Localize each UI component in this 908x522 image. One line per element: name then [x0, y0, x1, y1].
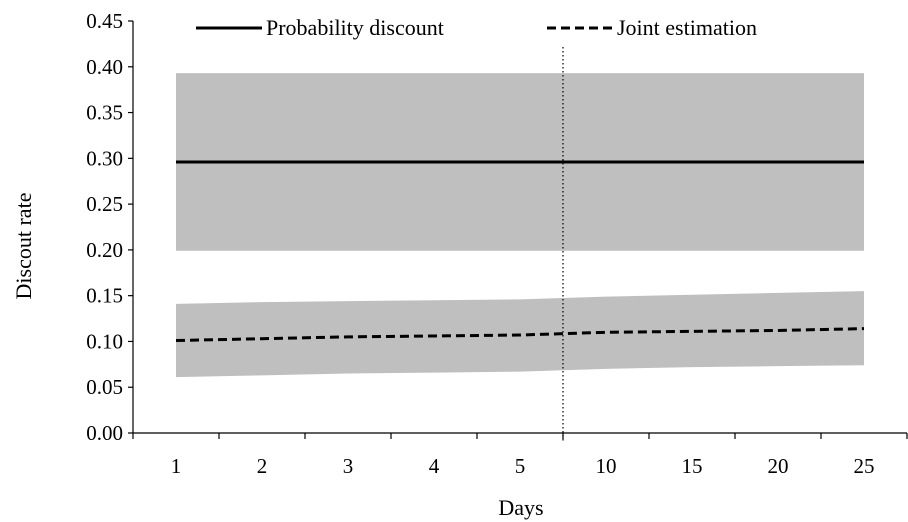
x-tick-label: 15	[682, 454, 703, 478]
x-tick-label: 20	[768, 454, 789, 478]
x-tick-label: 4	[429, 454, 440, 478]
x-tick-label: 10	[596, 454, 617, 478]
legend: Probability discount Joint estimation	[196, 15, 757, 40]
x-axis-title: Days	[498, 495, 543, 520]
y-tick-label: 0.10	[86, 329, 123, 353]
y-tick-label: 0.45	[86, 9, 123, 33]
x-axis-ticks: 1 2 3 4 5 10 15 20 25	[132, 433, 908, 478]
y-tick-label: 0.40	[86, 55, 123, 79]
x-tick-label: 1	[171, 454, 182, 478]
y-tick-label: 0.00	[86, 421, 123, 445]
y-axis-title: Discout rate	[11, 193, 36, 300]
series-line-2	[175, 327, 865, 343]
y-tick-label: 0.20	[86, 238, 123, 262]
y-tick-label: 0.30	[86, 146, 123, 170]
x-tick-label: 2	[257, 454, 268, 478]
y-tick-label: 0.05	[86, 375, 123, 399]
y-tick-label: 0.25	[86, 192, 123, 216]
legend-label-1: Probability discount	[266, 15, 444, 40]
axes	[132, 21, 907, 441]
y-axis-ticks: 0.00 0.05 0.10 0.15 0.20 0.25 0.30 0.35 0.40 0.45	[86, 9, 133, 445]
x-tick-label: 25	[854, 454, 875, 478]
confidence-bands	[176, 73, 864, 378]
y-tick-label: 0.35	[86, 101, 123, 125]
x-tick-label: 3	[343, 454, 354, 478]
x-tick-label: 5	[515, 454, 526, 478]
legend-label-2: Joint estimation	[617, 15, 757, 40]
y-tick-label: 0.15	[86, 284, 123, 308]
series-lines	[175, 160, 865, 343]
